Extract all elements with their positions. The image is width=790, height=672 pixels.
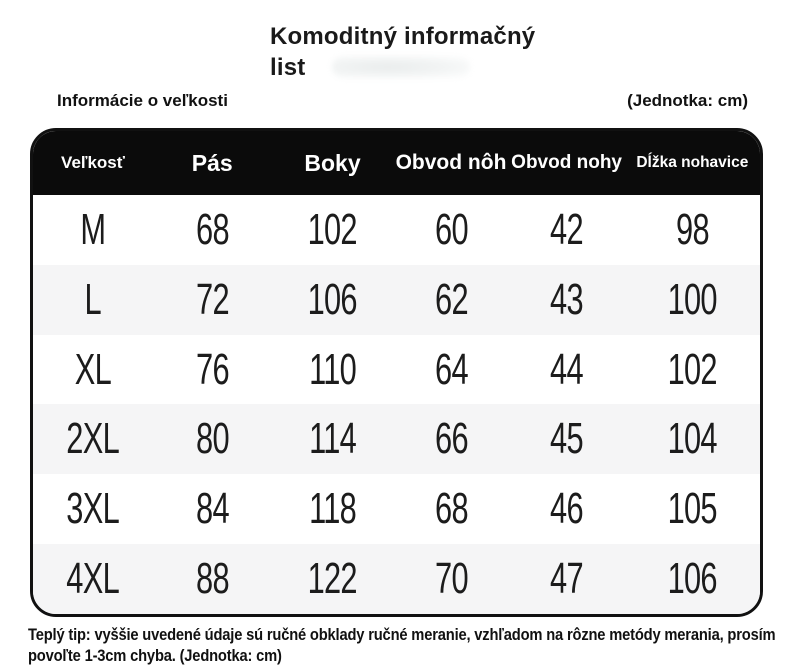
cell-value: 60 [434,204,469,254]
cell-value: 66 [434,414,469,464]
column-header-thigh: Obvod nôh [395,151,507,174]
cell-value: 62 [434,274,469,324]
cell-size: 4XL [66,554,120,604]
cell-value: 102 [667,344,718,394]
cell-value: 76 [195,344,230,394]
size-table-body: M 68 102 60 42 98 L 72 106 62 43 100 XL … [33,195,760,614]
cell-value: 106 [307,274,358,324]
page-title: Komoditný informačný list [270,23,536,81]
measurement-disclaimer: Teplý tip: vyššie uvedené údaje sú ručné… [28,625,776,665]
cell-value: 72 [195,274,230,324]
size-table: Veľkosť Pás Boky Obvod nôh Obvod nohy Dĺ… [30,128,763,617]
column-header-pants-length: Dĺžka nohavice [636,154,749,171]
cell-value: 80 [195,414,230,464]
size-table-header: Veľkosť Pás Boky Obvod nôh Obvod nohy Dĺ… [33,131,760,195]
cell-value: 42 [550,204,584,254]
cell-size: L [84,274,102,324]
cell-value: 118 [309,484,357,534]
table-row: M 68 102 60 42 98 [33,195,760,265]
cell-value: 68 [195,204,230,254]
cell-value: 84 [195,484,230,534]
cell-size: M [80,204,106,254]
cell-value: 45 [550,414,584,464]
cell-value: 44 [550,344,584,394]
erased-watermark-smudge [332,56,470,78]
cell-value: 102 [307,204,358,254]
cell-value: 114 [309,414,357,464]
unit-label: (Jednotka: cm) [627,91,748,110]
column-header-size: Veľkosť [61,153,125,172]
column-header-waist: Pás [191,149,233,176]
cell-value: 46 [550,484,584,534]
column-header-hips: Boky [304,149,361,176]
size-info-label: Informácie o veľkosti [57,91,228,110]
cell-value: 100 [667,274,718,324]
cell-size: XL [74,344,112,394]
cell-size: 2XL [66,414,120,464]
cell-value: 110 [309,344,357,394]
cell-value: 105 [667,484,718,534]
cell-value: 47 [550,554,584,604]
table-row: 3XL 84 118 68 46 105 [33,474,760,545]
cell-value: 104 [667,414,718,464]
table-row: 2XL 80 114 66 45 104 [33,404,760,475]
table-row: 4XL 88 122 70 47 106 [33,544,760,614]
cell-value: 64 [434,344,469,394]
cell-value: 88 [195,554,230,604]
cell-value: 122 [307,554,358,604]
column-header-leg-opening: Obvod nohy [511,152,622,173]
cell-value: 70 [434,554,469,604]
cell-value: 106 [667,554,718,604]
table-row: L 72 106 62 43 100 [33,264,760,335]
cell-value: 43 [550,274,584,324]
cell-value: 68 [434,484,469,534]
cell-value: 98 [675,204,710,254]
table-row: XL 76 110 64 44 102 [33,334,760,405]
cell-size: 3XL [66,484,120,534]
